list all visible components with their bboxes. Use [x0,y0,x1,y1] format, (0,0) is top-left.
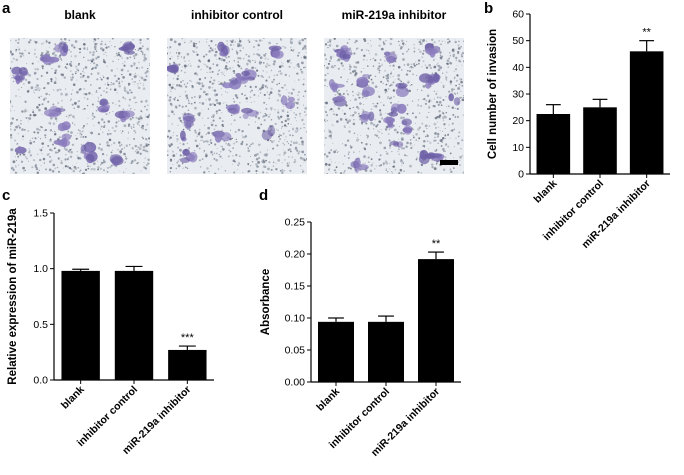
bar [536,114,571,174]
bar [114,270,154,380]
micrograph-mir219a-inhibitor [324,38,464,174]
x-category-label: blank [59,384,87,412]
x-category-label: blank [314,386,342,414]
y-tick-label: 0.0 [33,375,48,387]
y-tick-label: 40 [512,62,524,74]
y-tick-label: 0.15 [285,281,306,293]
micrograph-blank [10,38,150,174]
significance-marker: ** [642,27,651,39]
y-tick-label: 0.05 [285,345,306,357]
panel-b-letter: b [484,0,494,17]
micro-label-inhibitor-control: inhibitor control [191,8,283,22]
y-tick-label: 60 [512,9,524,21]
chart-d-absorbance: 0.000.050.100.150.200.25Absorbanceblanki… [260,217,461,459]
y-axis-label: Cell number of invasion [487,29,499,159]
y-tick-label: 1.0 [33,263,48,275]
y-tick-label: 0.00 [285,377,306,389]
x-category-label: blank [532,178,560,206]
y-tick-label: 0.5 [33,319,48,331]
y-tick-label: 0.10 [285,313,306,325]
pore-dots [324,38,464,174]
panel-d-letter: d [259,187,269,204]
bar [368,321,404,382]
micrograph-inhibitor-control-canvas [167,38,307,174]
bar [168,349,207,380]
bar [629,51,664,175]
chart-c-relative-expression: 0.0 0.5 1.0 1.5 Relative expression of miR-2… [7,208,214,457]
panel-c-letter: c [2,187,11,204]
bar [583,107,617,174]
scale-bar [440,160,458,165]
chart-b-cell-invasion: 0 10 20 30 40 50 60 Cell number of invasion blan… [487,9,670,251]
y-tick-label: 1.5 [33,208,48,220]
y-tick-label: 0.25 [285,217,306,229]
micro-label-blank: blank [64,8,96,22]
micro-label-mir219a-inhibitor: miR-219a inhibitor [341,8,447,22]
y-tick-label: 10 [512,142,524,154]
stained-cells [328,43,461,173]
y-tick-label: 50 [512,35,524,47]
stained-cells [167,41,295,163]
y-tick-label: 20 [512,115,524,127]
y-tick-label: 30 [512,89,524,101]
significance-marker: ** [432,238,441,250]
bar [418,259,454,382]
y-axis-label: Absorbance [260,269,272,335]
bar [318,321,354,382]
panel-a-letter: a [2,0,11,17]
y-tick-label: 0 [518,169,524,181]
micrograph-blank-canvas [10,38,150,174]
bar [61,270,100,380]
micrograph-mir219a-inhibitor-canvas [324,38,464,174]
significance-marker: *** [181,332,195,344]
stained-cells [11,41,135,167]
y-tick-label: 0.20 [285,249,306,261]
y-axis-label: Relative expression of miR-219a [7,208,19,385]
micrograph-inhibitor-control [167,38,307,174]
